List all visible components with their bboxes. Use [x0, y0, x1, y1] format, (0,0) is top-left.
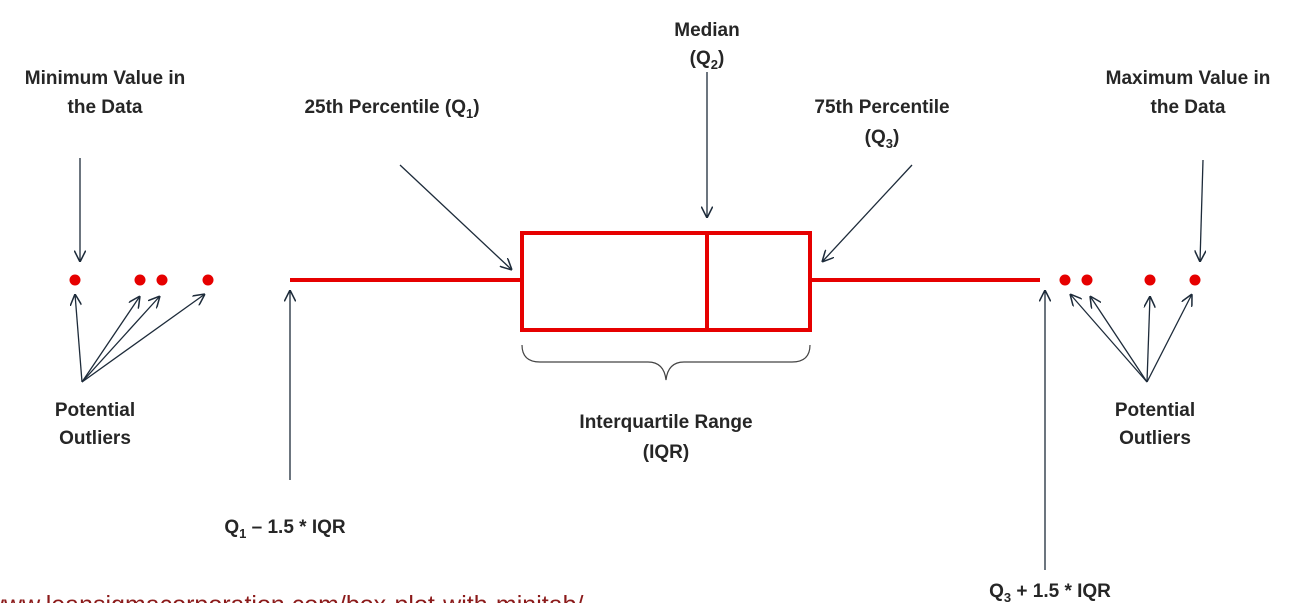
- outlier-dots: [69, 274, 1201, 286]
- arrow: [81, 296, 140, 383]
- fence-subscript: 3: [1004, 590, 1011, 603]
- median-subscript: 2: [711, 57, 718, 72]
- arrow: [399, 164, 512, 270]
- arrow: [75, 294, 83, 383]
- arrow: [1146, 294, 1192, 383]
- outlier-dot: [202, 274, 214, 286]
- outliers-label: Potential: [55, 400, 135, 421]
- arrows: [75, 72, 1203, 570]
- outlier-dot: [1144, 274, 1156, 286]
- maximum-label: the Data: [1151, 97, 1226, 118]
- q1-text: ): [473, 97, 479, 118]
- outliers-label: Potential: [1115, 400, 1195, 421]
- median-label: Median: [674, 20, 739, 41]
- outlier-dot: [134, 274, 146, 286]
- q1-subscript: 1: [466, 106, 473, 121]
- iqr-label: Interquartile Range: [579, 412, 752, 433]
- arrow: [81, 296, 160, 383]
- outlier-dot: [156, 274, 168, 286]
- median-text: ): [718, 48, 724, 69]
- outlier-dot: [1189, 274, 1201, 286]
- upper-fence-label: Q3 + 1.5 * IQR: [989, 581, 1111, 603]
- outliers-label: Outliers: [59, 428, 131, 449]
- outlier-dot: [1081, 274, 1093, 286]
- lower-fence-label: Q1 – 1.5 * IQR: [224, 517, 346, 541]
- arrow: [1070, 294, 1148, 383]
- q3-subscript: 3: [886, 136, 893, 151]
- outliers-label: Outliers: [1119, 428, 1191, 449]
- arrow: [81, 294, 205, 383]
- fence-subscript: 1: [239, 526, 246, 541]
- maximum-label: Maximum Value in: [1106, 68, 1271, 89]
- fence-text: – 1.5 * IQR: [246, 517, 346, 538]
- box: [520, 231, 812, 332]
- arrow: [822, 164, 913, 262]
- median-label: (Q2): [690, 48, 725, 72]
- minimum-label: the Data: [68, 97, 143, 118]
- arrow: [1200, 159, 1203, 262]
- fence-text: Q: [224, 517, 239, 538]
- median-text: (Q: [690, 48, 711, 69]
- q3-label: (Q3): [865, 127, 900, 151]
- q1-label: 25th Percentile (Q1): [304, 97, 479, 121]
- outlier-dot: [1059, 274, 1071, 286]
- q3-text: (Q: [865, 127, 886, 148]
- arrow: [1090, 296, 1148, 383]
- arrow: [1147, 296, 1150, 383]
- q1-text: 25th Percentile (Q: [304, 97, 466, 118]
- outlier-dot: [69, 274, 81, 286]
- source-url: www.leansigmacorporation.com/box-plot-wi…: [0, 591, 584, 603]
- iqr-label: (IQR): [643, 442, 689, 463]
- fence-text: Q: [989, 581, 1004, 602]
- iqr-brace: [521, 344, 811, 381]
- q3-text: ): [893, 127, 899, 148]
- fence-text: + 1.5 * IQR: [1011, 581, 1111, 602]
- minimum-label: Minimum Value in: [25, 68, 185, 89]
- q3-label: 75th Percentile: [814, 97, 949, 118]
